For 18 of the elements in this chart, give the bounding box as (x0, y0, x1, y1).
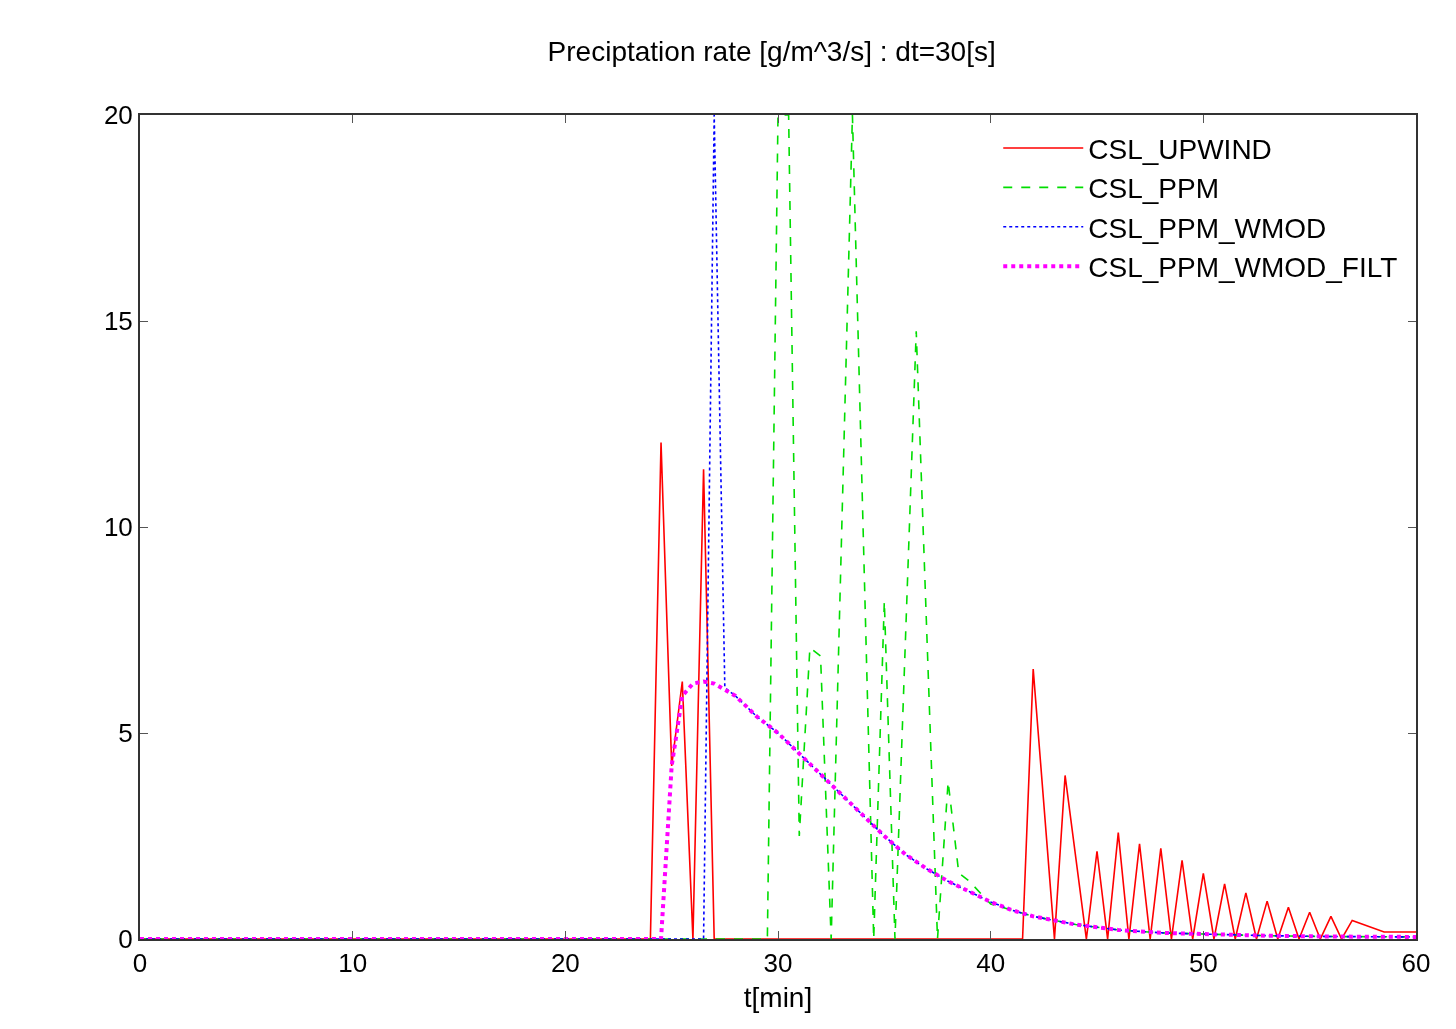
x-tick-label: 60 (1401, 948, 1431, 979)
y-tick-label: 20 (103, 100, 133, 131)
y-tick-label: 5 (118, 718, 133, 749)
legend-label: CSL_PPM_WMOD (1088, 212, 1327, 244)
legend-label: CSL_PPM (1088, 173, 1219, 205)
x-tick-label: 30 (763, 948, 793, 979)
x-tick-label: 40 (976, 948, 1006, 979)
line-series (140, 679, 1416, 939)
x-axis-title: t[min] (743, 981, 813, 1013)
x-tick-label: 50 (1188, 948, 1218, 979)
legend-label: CSL_UPWIND (1088, 133, 1272, 165)
y-tick-label: 0 (118, 924, 133, 955)
y-tick-label: 15 (103, 306, 133, 337)
legend-label: CSL_PPM_WMOD_FILT (1088, 252, 1398, 284)
y-tick-label: 10 (103, 512, 133, 543)
x-tick-label: 20 (550, 948, 580, 979)
x-tick-label: 10 (338, 948, 368, 979)
chart-title: Preciptation rate [g/m^3/s] : dt=30[s] (547, 35, 996, 67)
